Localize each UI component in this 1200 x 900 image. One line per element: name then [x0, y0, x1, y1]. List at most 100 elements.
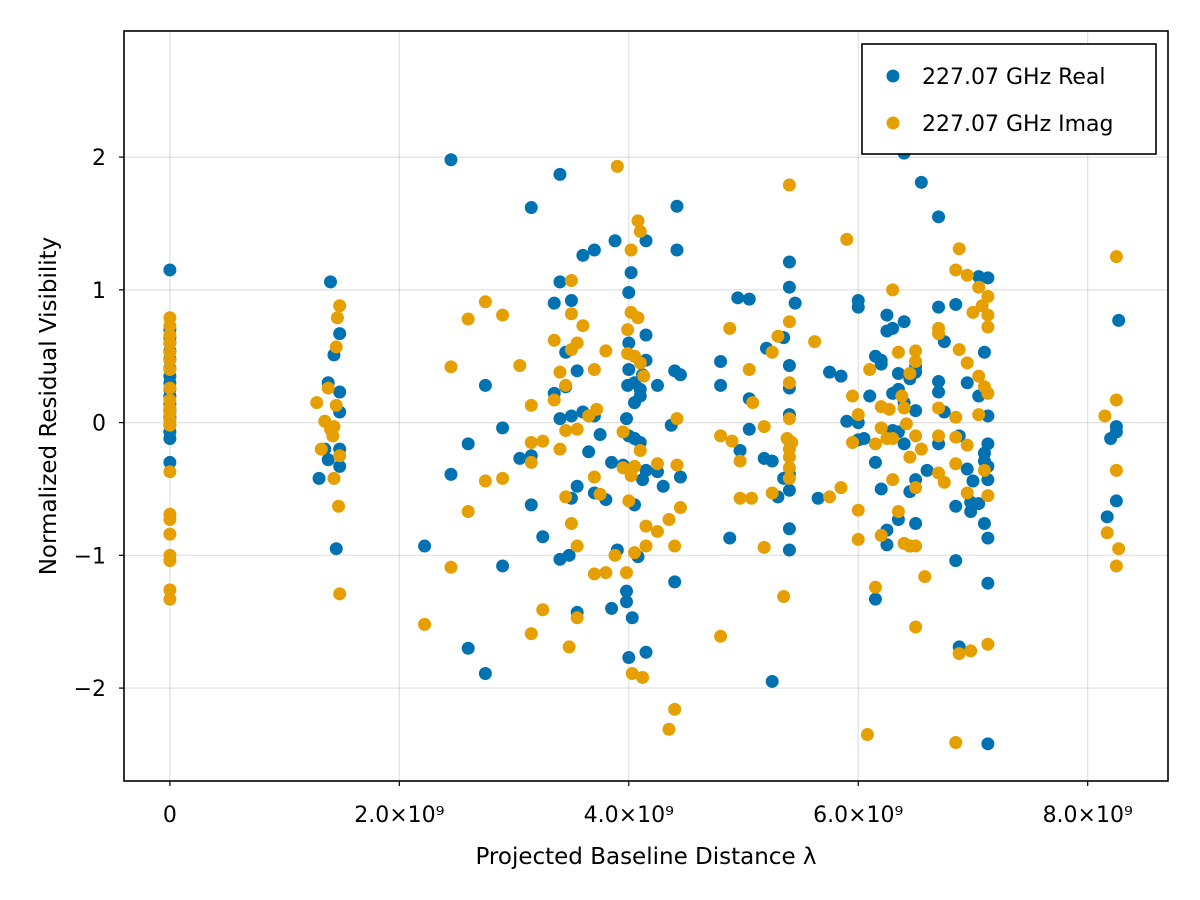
data-point — [478, 378, 492, 392]
plot-frame — [123, 30, 1169, 782]
data-point — [163, 362, 177, 376]
data-point — [321, 381, 335, 395]
data-point — [673, 501, 687, 515]
data-point — [536, 434, 550, 448]
data-point — [714, 355, 728, 369]
data-point — [886, 283, 900, 297]
data-point — [621, 323, 635, 337]
data-point — [972, 280, 986, 294]
data-point — [163, 583, 177, 597]
data-point — [163, 353, 177, 367]
data-point — [745, 491, 759, 505]
data-point — [496, 421, 510, 435]
data-point — [949, 410, 963, 424]
data-point — [622, 286, 636, 300]
data-point — [329, 398, 343, 412]
y-axis-label: Normalized Residual Visibility — [36, 237, 62, 576]
data-point — [616, 425, 630, 439]
data-point — [960, 486, 974, 500]
data-point — [918, 570, 932, 584]
data-point — [981, 308, 995, 322]
data-point — [733, 443, 747, 457]
data-point — [496, 308, 510, 322]
data-point — [880, 538, 894, 552]
data-point — [444, 360, 458, 374]
data-point — [324, 275, 338, 289]
data-point — [670, 243, 684, 257]
data-point — [633, 382, 647, 396]
data-point — [310, 396, 324, 410]
data-point — [330, 311, 344, 325]
data-point — [874, 482, 888, 496]
data-point — [857, 432, 871, 446]
data-point — [582, 445, 596, 459]
data-point — [714, 629, 728, 643]
data-point — [977, 463, 991, 477]
data-point — [333, 327, 347, 341]
data-point — [851, 300, 865, 314]
data-point — [949, 430, 963, 444]
data-point — [782, 450, 796, 464]
data-point — [981, 386, 995, 400]
data-point — [461, 312, 475, 326]
y-tick-label: 2 — [92, 146, 106, 171]
data-point — [553, 365, 567, 379]
data-point — [599, 566, 613, 580]
data-point — [593, 487, 607, 501]
data-point — [619, 595, 633, 609]
data-point — [639, 234, 653, 248]
data-point — [608, 234, 622, 248]
data-point — [461, 437, 475, 451]
data-point — [840, 232, 854, 246]
data-point — [777, 589, 791, 603]
data-point — [1100, 526, 1114, 540]
data-point — [673, 470, 687, 484]
data-point — [742, 422, 756, 436]
data-point — [628, 546, 642, 560]
data-point — [868, 580, 882, 594]
data-point — [960, 462, 974, 476]
data-point — [909, 539, 923, 553]
data-point — [977, 516, 991, 530]
data-point — [782, 376, 796, 390]
data-point — [834, 369, 848, 383]
data-point — [972, 369, 986, 383]
data-point — [444, 153, 458, 167]
data-point — [886, 432, 900, 446]
data-point — [811, 491, 825, 505]
data-point — [524, 436, 538, 450]
data-point — [972, 408, 986, 422]
data-point — [329, 340, 343, 354]
data-point — [631, 214, 645, 228]
x-tick-label: 2.0×10⁹ — [354, 803, 444, 828]
data-point — [670, 199, 684, 213]
data-point — [1100, 510, 1114, 524]
data-point — [163, 465, 177, 479]
data-point — [746, 396, 760, 410]
data-point — [932, 385, 946, 399]
data-point — [897, 437, 911, 451]
data-point — [639, 463, 653, 477]
data-point — [868, 437, 882, 451]
data-point — [670, 412, 684, 426]
series-imag — [163, 159, 1126, 750]
data-point — [496, 559, 510, 573]
data-point — [723, 531, 737, 545]
data-point — [478, 474, 492, 488]
data-point — [163, 319, 177, 333]
data-point — [782, 522, 796, 536]
data-point — [966, 305, 980, 319]
data-point — [639, 328, 653, 342]
data-point — [731, 291, 745, 305]
data-point — [949, 554, 963, 568]
data-point — [765, 345, 779, 359]
data-point — [570, 364, 584, 378]
data-point — [1109, 250, 1123, 264]
x-tick-label: 8.0×10⁹ — [1043, 803, 1133, 828]
data-point — [909, 355, 923, 369]
data-point — [559, 490, 573, 504]
data-point — [782, 359, 796, 373]
data-point — [524, 455, 538, 469]
data-point — [937, 475, 951, 489]
